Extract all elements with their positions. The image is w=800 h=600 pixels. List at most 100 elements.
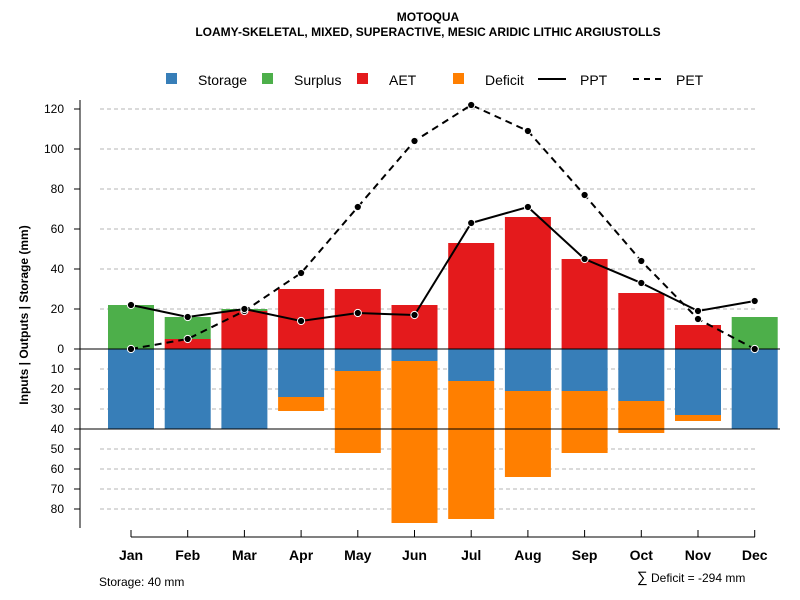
y-tick-label: 50 <box>51 442 65 456</box>
x-tick-label-aug: Aug <box>514 547 541 563</box>
bar-surplus-feb <box>164 317 211 339</box>
pet-point-sep <box>580 190 589 200</box>
bar-storage-aug <box>504 349 551 391</box>
x-tick-label-mar: Mar <box>232 547 257 563</box>
legend-ppt-label: PPT <box>580 72 608 88</box>
y-tick-label: 30 <box>51 402 65 416</box>
legend: Storage Surplus AET Deficit PPT PET <box>166 72 704 88</box>
bars <box>108 217 778 523</box>
ppt-point-jan <box>126 300 136 310</box>
bar-aet-aug <box>504 217 551 349</box>
bar-deficit-jun <box>391 361 438 523</box>
x-tick-label-jan: Jan <box>119 547 143 563</box>
bar-deficit-aug <box>504 391 551 477</box>
bar-surplus-jan <box>108 305 154 349</box>
y-tick-label: 0 <box>57 342 64 356</box>
x-tick-label-jun: Jun <box>402 547 427 563</box>
pet-point-jun <box>410 136 419 146</box>
pet-point-may <box>353 202 362 212</box>
y-tick-label: 80 <box>51 182 65 196</box>
pet-point-apr <box>297 268 306 278</box>
bar-storage-may <box>334 349 381 371</box>
ppt-point-aug <box>523 202 533 212</box>
y-tick-label: 40 <box>51 262 65 276</box>
chart-title: MOTOQUA <box>397 10 460 24</box>
pet-point-aug <box>523 126 533 136</box>
pet-point-oct <box>637 256 646 266</box>
bar-deficit-apr <box>278 397 325 411</box>
legend-surplus-swatch <box>262 73 273 84</box>
y-tick-label: 120 <box>44 102 64 116</box>
bar-storage-mar <box>221 349 268 429</box>
bar-aet-nov <box>675 325 721 349</box>
legend-storage-label: Storage <box>198 72 247 88</box>
x-tick-label-jul: Jul <box>461 547 481 563</box>
y-tick-label: 20 <box>51 302 65 316</box>
bar-storage-nov <box>675 349 721 415</box>
sum-symbol: ∑ <box>637 569 648 586</box>
pet-point-jul <box>467 100 476 110</box>
ppt-point-jul <box>467 218 476 228</box>
ppt-point-mar <box>240 304 249 314</box>
ppt-line <box>130 205 755 323</box>
y-tick-label: 70 <box>51 482 65 496</box>
bar-storage-feb <box>164 349 211 429</box>
bar-deficit-nov <box>675 415 721 421</box>
legend-deficit-swatch <box>453 73 464 84</box>
bar-storage-oct <box>618 349 665 401</box>
bar-aet-oct <box>618 293 665 349</box>
legend-deficit-label: Deficit <box>485 72 524 88</box>
deficit-total: Deficit = -294 mm <box>651 571 745 585</box>
storage-note: Storage: 40 mm <box>99 575 184 589</box>
reference-lines <box>80 348 780 430</box>
bar-storage-jan <box>108 349 154 429</box>
pet-line <box>130 103 756 350</box>
ppt-point-nov <box>693 306 703 316</box>
y-tick-label: 80 <box>51 502 65 516</box>
bar-storage-sep <box>561 349 608 391</box>
y-axis-label: Inputs | Outputs | Storage (mm) <box>17 225 31 404</box>
ppt-point-may <box>353 308 362 318</box>
x-tick-label-sep: Sep <box>572 547 598 563</box>
series-lines <box>126 100 759 354</box>
legend-storage-swatch <box>166 73 177 84</box>
ppt-point-jun <box>410 310 419 320</box>
x-tick-label-nov: Nov <box>685 547 712 563</box>
ppt-point-oct <box>637 278 646 288</box>
ppt-point-dec <box>750 296 759 306</box>
pet-point-jan <box>126 344 136 354</box>
ppt-point-sep <box>580 254 589 264</box>
y-tick-label: 40 <box>51 422 65 436</box>
x-tick-label-may: May <box>344 547 371 563</box>
ppt-point-feb <box>183 312 192 322</box>
pet-point-feb <box>183 334 192 344</box>
x-tick-label-apr: Apr <box>289 547 314 563</box>
legend-pet-label: PET <box>676 72 704 88</box>
y-tick-label: 60 <box>51 462 65 476</box>
legend-surplus-label: Surplus <box>294 72 341 88</box>
bar-aet-feb <box>164 339 211 349</box>
chart-subtitle: LOAMY-SKELETAL, MIXED, SUPERACTIVE, MESI… <box>195 25 660 39</box>
y-tick-label: 100 <box>44 142 64 156</box>
bar-storage-apr <box>278 349 325 397</box>
x-tick-label-dec: Dec <box>742 547 768 563</box>
bar-storage-dec <box>731 349 778 429</box>
legend-aet-label: AET <box>389 72 417 88</box>
y-tick-label: 10 <box>51 362 65 376</box>
bar-deficit-sep <box>561 391 608 453</box>
pet-point-nov <box>693 314 703 324</box>
x-tick-label-feb: Feb <box>175 547 200 563</box>
bar-aet-jul <box>448 243 495 349</box>
bar-aet-may <box>334 289 381 349</box>
legend-aet-swatch <box>357 73 368 84</box>
bar-storage-jul <box>448 349 495 381</box>
bar-surplus-dec <box>731 317 778 349</box>
ppt-point-apr <box>297 316 306 326</box>
bar-deficit-may <box>334 371 381 453</box>
bar-deficit-oct <box>618 401 665 433</box>
pet-point-dec <box>750 344 759 354</box>
y-tick-label: 20 <box>51 382 65 396</box>
bar-aet-sep <box>561 259 608 349</box>
y-tick-label: 60 <box>51 222 65 236</box>
